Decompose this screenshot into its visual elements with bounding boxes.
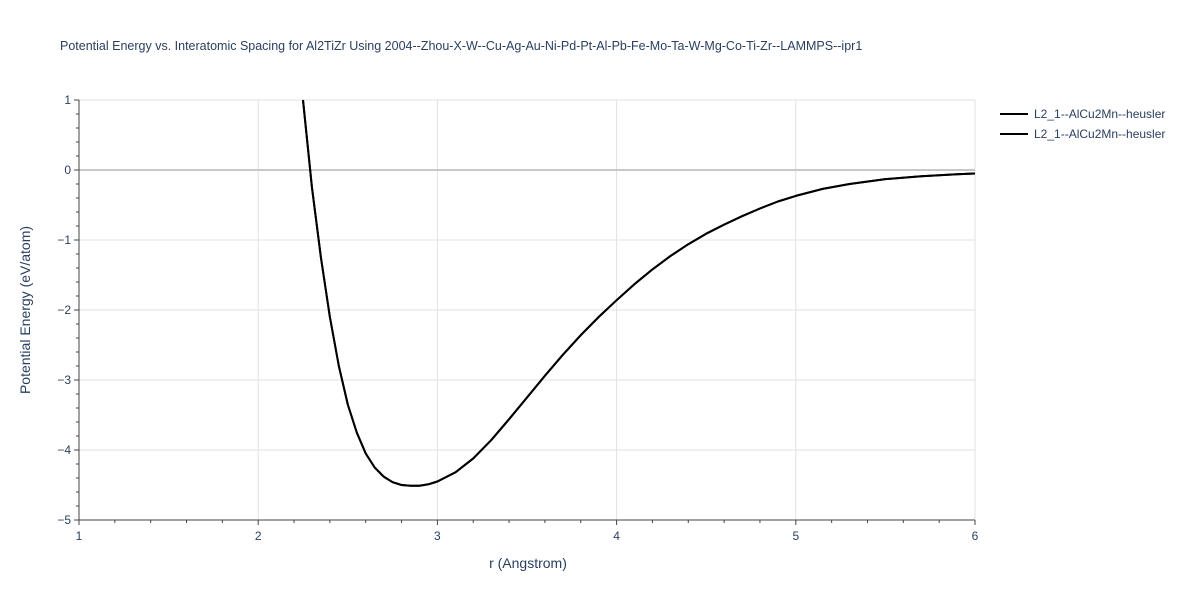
y-tick-label: −5 [57, 513, 71, 527]
x-tick-label: 2 [255, 529, 262, 543]
axes: 1 2 3 4 5 6 −5 −4 −3 −2 −1 0 1 [57, 93, 978, 543]
x-tick-label: 4 [613, 529, 620, 543]
x-tick-label: 3 [434, 529, 441, 543]
y-tick-label: 0 [64, 163, 71, 177]
series-layer [302, 99, 976, 487]
legend-item-2[interactable]: L2_1--AlCu2Mn--heusler [1000, 127, 1165, 141]
x-tick-label: 1 [76, 529, 83, 543]
series-line-2 [302, 99, 976, 487]
grid [79, 99, 976, 520]
x-axis-title: r (Angstrom) [489, 555, 567, 571]
legend[interactable]: L2_1--AlCu2Mn--heusler L2_1--AlCu2Mn--heu… [1000, 107, 1165, 141]
legend-item-1[interactable]: L2_1--AlCu2Mn--heusler [1000, 107, 1165, 121]
legend-label: L2_1--AlCu2Mn--heusler [1034, 107, 1165, 121]
y-tick-label: −4 [57, 443, 71, 457]
y-tick-label: 1 [64, 93, 71, 107]
y-axis-title: Potential Energy (eV/atom) [17, 226, 33, 394]
x-tick-label: 5 [792, 529, 799, 543]
y-tick-label: −2 [57, 303, 71, 317]
chart-title: Potential Energy vs. Interatomic Spacing… [60, 39, 862, 53]
y-tick-label: −1 [57, 233, 71, 247]
series-line-1 [302, 99, 976, 487]
x-tick-label: 6 [972, 529, 979, 543]
legend-label: L2_1--AlCu2Mn--heusler [1034, 127, 1165, 141]
y-tick-label: −3 [57, 373, 71, 387]
